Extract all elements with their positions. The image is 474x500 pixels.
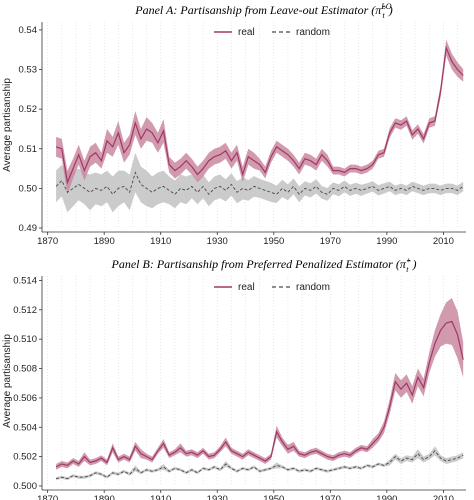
- legend-label-random: random: [296, 27, 330, 38]
- x-tick-label: 2010: [433, 494, 454, 500]
- y-tick-label: 0.510: [13, 334, 37, 345]
- y-axis-title: Average partisanship: [2, 334, 13, 428]
- y-tick-label: 0.49: [19, 223, 38, 234]
- panel-title: Panel B: Partisanship from Preferred Pen…: [111, 256, 417, 274]
- x-tick-label: 1870: [37, 236, 58, 247]
- legend-label-real: real: [238, 282, 255, 293]
- title-main: Panel B: Partisanship from Preferred Pen…: [111, 257, 411, 271]
- y-tick-label: 0.506: [13, 393, 37, 404]
- title-end: ): [411, 257, 416, 271]
- y-tick-label: 0.53: [19, 65, 38, 76]
- series-line-random: [55, 450, 464, 480]
- y-tick-label: 0.52: [19, 104, 38, 115]
- x-tick-label: 1970: [320, 236, 341, 247]
- panel-b: Panel B: Partisanship from Preferred Pen…: [2, 256, 466, 500]
- title-superscript: LO: [380, 2, 391, 11]
- series-band-real: [56, 39, 464, 195]
- legend: real random: [214, 27, 330, 38]
- x-tick-label: 1910: [150, 494, 171, 500]
- y-tick-label: 0.54: [19, 25, 38, 36]
- x-tick-label: 1930: [207, 236, 228, 247]
- legend-label-random: random: [296, 282, 330, 293]
- legend: real random: [214, 282, 330, 293]
- panel-title: Panel A: Partisanship from Leave-out Est…: [134, 2, 392, 20]
- panel-a: Panel A: Partisanship from Leave-out Est…: [2, 2, 466, 247]
- x-tick-label: 1970: [320, 494, 341, 500]
- x-tick-label: 1950: [263, 494, 284, 500]
- y-tick-label: 0.500: [13, 481, 37, 492]
- y-tick-label: 0.51: [19, 144, 38, 155]
- title-main: Panel A: Partisanship from Leave-out Est…: [134, 3, 386, 17]
- x-tick-label: 1990: [376, 236, 397, 247]
- x-tick-label: 2010: [433, 236, 454, 247]
- title-superscript: +: [406, 256, 411, 265]
- x-tick-label: 1910: [150, 236, 171, 247]
- x-tick-label: 1890: [94, 494, 115, 500]
- series-line-real: [55, 45, 464, 185]
- y-tick-label: 0.508: [13, 364, 37, 375]
- y-tick-label: 0.504: [13, 422, 37, 433]
- title-end: ): [388, 3, 393, 17]
- y-tick-label: 0.512: [13, 305, 37, 316]
- series-line-real: [55, 320, 464, 468]
- x-tick-label: 1930: [207, 494, 228, 500]
- x-tick-label: 1950: [263, 236, 284, 247]
- y-tick-label: 0.514: [13, 275, 37, 286]
- title-subscript: t: [383, 11, 386, 20]
- x-tick-label: 1890: [94, 236, 115, 247]
- y-axis-title: Average partisanship: [2, 78, 13, 172]
- title-subscript: t: [406, 265, 409, 274]
- legend-label-real: real: [238, 27, 255, 38]
- x-tick-label: 1990: [376, 494, 397, 500]
- series-band-random: [56, 152, 464, 213]
- x-tick-label: 1870: [37, 494, 58, 500]
- y-tick-label: 0.50: [19, 183, 38, 194]
- y-tick-label: 0.502: [13, 452, 37, 463]
- series-line-random: [55, 171, 464, 196]
